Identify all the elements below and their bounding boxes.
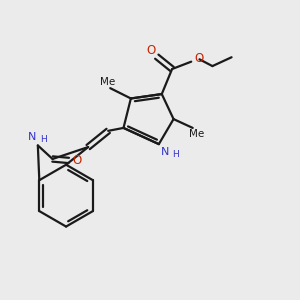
Text: H: H [40, 135, 46, 144]
Text: N: N [28, 132, 37, 142]
Text: N: N [160, 147, 169, 158]
Text: O: O [72, 154, 82, 167]
Text: H: H [172, 150, 179, 159]
Text: O: O [194, 52, 203, 64]
Text: O: O [146, 44, 155, 57]
Text: Me: Me [100, 77, 115, 87]
Text: Me: Me [189, 129, 204, 140]
